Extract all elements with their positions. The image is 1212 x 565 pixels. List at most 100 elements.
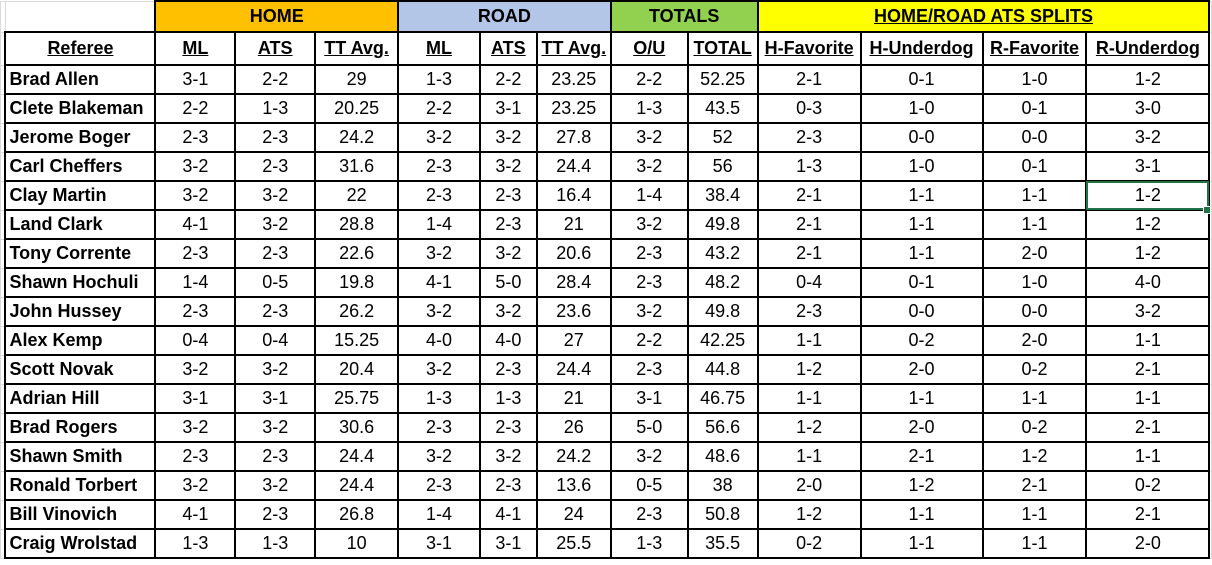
column-header[interactable]: ML (397, 31, 481, 66)
stat-cell[interactable]: 2-2 (609, 64, 689, 95)
stat-cell[interactable]: 1-1 (1085, 441, 1211, 472)
column-header[interactable]: ML (154, 31, 237, 66)
stat-cell[interactable]: 24 (535, 499, 612, 530)
stat-cell[interactable]: 20.4 (314, 354, 400, 385)
stat-cell[interactable]: 2-1 (756, 180, 862, 211)
group-header-ats-splits[interactable]: HOME/ROAD ATS SPLITS (756, 0, 1211, 33)
stat-cell[interactable]: 3-2 (1085, 122, 1211, 153)
stat-cell[interactable]: 3-2 (478, 122, 538, 153)
stat-cell[interactable]: 56.6 (686, 412, 759, 443)
stat-cell[interactable]: 0-2 (756, 528, 862, 559)
stat-cell[interactable]: 15.25 (314, 325, 400, 356)
stat-cell[interactable]: 3-0 (1085, 93, 1211, 124)
stat-cell[interactable]: 2-0 (859, 412, 984, 443)
stat-cell[interactable]: 2-3 (609, 267, 689, 298)
stat-cell[interactable]: 24.4 (314, 470, 400, 501)
stat-cell[interactable]: 2-2 (478, 64, 538, 95)
empty-cell[interactable] (1208, 151, 1212, 182)
stat-cell[interactable]: 16.4 (535, 180, 612, 211)
empty-cell[interactable] (1208, 383, 1212, 414)
stat-cell[interactable]: 1-2 (859, 470, 984, 501)
stat-cell[interactable]: 2-3 (478, 412, 538, 443)
stat-cell[interactable]: 27 (535, 325, 612, 356)
stat-cell[interactable]: 2-3 (756, 296, 862, 327)
empty-cell[interactable] (1208, 296, 1212, 327)
stat-cell[interactable]: 2-1 (756, 64, 862, 95)
empty-cell[interactable] (1208, 209, 1212, 240)
stat-cell[interactable]: 2-3 (234, 296, 317, 327)
stat-cell[interactable]: 1-2 (1085, 64, 1211, 95)
stat-cell[interactable]: 2-3 (154, 296, 237, 327)
column-header[interactable]: R-Favorite (981, 31, 1088, 66)
stat-cell[interactable]: 4-1 (478, 499, 538, 530)
stat-cell[interactable]: 3-2 (154, 412, 237, 443)
stat-cell[interactable]: 2-1 (756, 209, 862, 240)
stat-cell[interactable]: 1-1 (859, 180, 984, 211)
stat-cell[interactable]: 0-5 (234, 267, 317, 298)
referee-name-cell[interactable]: Shawn Hochuli (4, 267, 157, 298)
empty-cell[interactable] (1208, 0, 1212, 33)
stat-cell[interactable]: 2-1 (1085, 354, 1211, 385)
referee-name-cell[interactable]: Jerome Boger (4, 122, 157, 153)
stat-cell[interactable]: 3-2 (234, 470, 317, 501)
stat-cell[interactable]: 1-1 (859, 238, 984, 269)
empty-cell[interactable] (1208, 499, 1212, 530)
stat-cell[interactable]: 1-1 (1085, 325, 1211, 356)
stat-cell[interactable]: 3-1 (397, 528, 481, 559)
stat-cell[interactable]: 48.2 (686, 267, 759, 298)
stat-cell[interactable]: 0-2 (859, 325, 984, 356)
referee-name-cell[interactable]: Tony Corrente (4, 238, 157, 269)
referee-name-cell[interactable]: Alex Kemp (4, 325, 157, 356)
stat-cell[interactable]: 2-3 (609, 499, 689, 530)
stat-cell[interactable]: 2-3 (478, 470, 538, 501)
stat-cell[interactable]: 2-1 (859, 441, 984, 472)
stat-cell[interactable]: 2-3 (609, 238, 689, 269)
stat-cell[interactable]: 3-2 (1085, 296, 1211, 327)
stat-cell[interactable]: 49.8 (686, 296, 759, 327)
stat-cell[interactable]: 3-2 (234, 412, 317, 443)
stat-cell[interactable]: 23.6 (535, 296, 612, 327)
stat-cell[interactable]: 1-0 (859, 93, 984, 124)
stat-cell[interactable]: 26 (535, 412, 612, 443)
stat-cell[interactable]: 1-1 (859, 499, 984, 530)
stat-cell[interactable]: 2-2 (397, 93, 481, 124)
empty-cell[interactable] (1208, 31, 1212, 66)
stat-cell[interactable]: 0-3 (756, 93, 862, 124)
stat-cell[interactable]: 3-2 (154, 151, 237, 182)
stat-cell[interactable]: 35.5 (686, 528, 759, 559)
empty-cell[interactable] (1208, 470, 1212, 501)
stat-cell[interactable]: 2-1 (981, 470, 1088, 501)
stat-cell[interactable]: 1-3 (609, 93, 689, 124)
stat-cell[interactable]: 2-2 (609, 325, 689, 356)
referee-name-cell[interactable]: Clay Martin (4, 180, 157, 211)
stat-cell[interactable]: 1-3 (756, 151, 862, 182)
stat-cell[interactable]: 24.2 (314, 122, 400, 153)
stat-cell[interactable]: 0-0 (981, 296, 1088, 327)
stat-cell[interactable]: 20.6 (535, 238, 612, 269)
column-header[interactable]: TOTAL (686, 31, 759, 66)
stat-cell[interactable]: 44.8 (686, 354, 759, 385)
stat-cell[interactable]: 2-3 (234, 238, 317, 269)
stat-cell[interactable]: 2-3 (234, 122, 317, 153)
stat-cell[interactable]: 3-2 (609, 296, 689, 327)
stat-cell[interactable]: 1-3 (154, 528, 237, 559)
selected-cell[interactable]: 1-2 (1085, 180, 1211, 211)
stat-cell[interactable]: 3-1 (478, 528, 538, 559)
stat-cell[interactable]: 2-3 (154, 441, 237, 472)
stat-cell[interactable]: 3-2 (154, 180, 237, 211)
stat-cell[interactable]: 3-2 (234, 354, 317, 385)
referee-name-cell[interactable]: Shawn Smith (4, 441, 157, 472)
referee-name-cell[interactable]: Brad Allen (4, 64, 157, 95)
stat-cell[interactable]: 4-0 (1085, 267, 1211, 298)
column-header[interactable]: ATS (234, 31, 317, 66)
stat-cell[interactable]: 31.6 (314, 151, 400, 182)
stat-cell[interactable]: 4-0 (478, 325, 538, 356)
stat-cell[interactable]: 3-2 (397, 354, 481, 385)
stat-cell[interactable]: 2-3 (154, 238, 237, 269)
stat-cell[interactable]: 2-3 (234, 499, 317, 530)
stat-cell[interactable]: 3-2 (609, 151, 689, 182)
stat-cell[interactable]: 2-0 (981, 238, 1088, 269)
stat-cell[interactable]: 52.25 (686, 64, 759, 95)
stat-cell[interactable]: 1-3 (234, 528, 317, 559)
empty-cell[interactable] (4, 0, 156, 33)
